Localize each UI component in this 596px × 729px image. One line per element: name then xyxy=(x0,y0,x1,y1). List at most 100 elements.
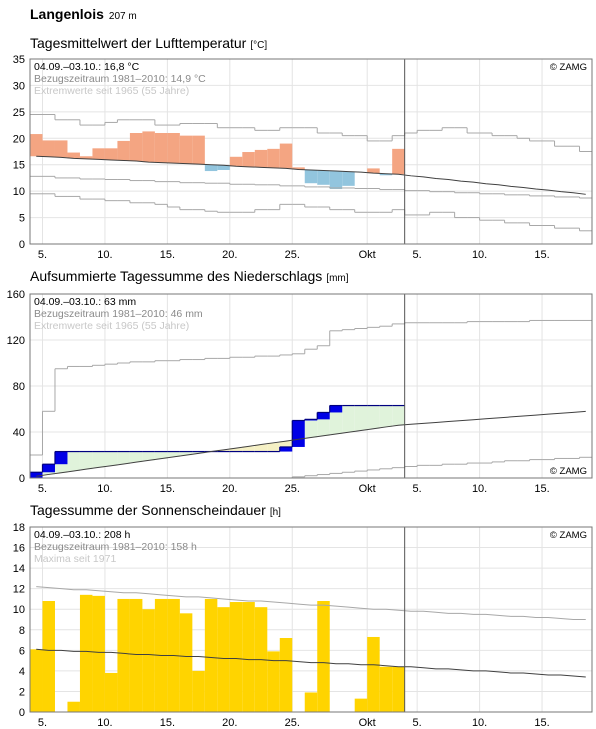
chart-title: Aufsummierte Tagessumme des Niederschlag… xyxy=(30,268,349,284)
x-tick-label: 20. xyxy=(222,483,237,495)
y-tick-label: 12 xyxy=(13,584,25,596)
anomaly-bar xyxy=(267,148,280,168)
chart-title: Tagessumme der Sonnenscheindauer [h] xyxy=(30,502,281,518)
y-tick-label: 2 xyxy=(19,686,25,698)
difference-fill xyxy=(342,405,355,433)
bar xyxy=(229,602,243,712)
x-tick-label: 20. xyxy=(222,249,237,261)
y-tick-label: 15 xyxy=(13,160,25,172)
anomaly-bar xyxy=(204,164,218,172)
anomaly-bar xyxy=(317,170,330,185)
anomaly-bar xyxy=(192,135,205,165)
anomaly-bar xyxy=(329,171,343,190)
anomaly-bar xyxy=(30,134,43,157)
y-tick-label: 18 xyxy=(13,522,25,534)
difference-fill xyxy=(167,451,180,457)
bar xyxy=(354,698,368,712)
anomaly-bar xyxy=(142,131,155,163)
y-tick-label: 0 xyxy=(19,473,25,485)
info-note: Extremwerte seit 1965 (55 Jahre) xyxy=(34,85,189,97)
difference-fill xyxy=(179,451,193,456)
bar xyxy=(79,594,93,712)
difference-fill xyxy=(267,442,280,452)
difference-fill xyxy=(129,451,143,463)
y-tick-label: 120 xyxy=(7,335,25,347)
bar xyxy=(179,613,193,712)
anomaly-bar xyxy=(392,148,405,175)
y-tick-label: 16 xyxy=(13,543,25,555)
anomaly-bar xyxy=(129,133,143,162)
x-tick-label: 10. xyxy=(97,483,112,495)
x-tick-label: 5. xyxy=(38,717,47,729)
info-note: Extremwerte seit 1965 (55 Jahre) xyxy=(34,320,189,332)
anomaly-bar xyxy=(254,149,268,168)
bar xyxy=(267,651,280,712)
anomaly-bar xyxy=(104,148,118,160)
x-tick-label: 25. xyxy=(285,717,300,729)
plot-frame xyxy=(29,526,593,713)
x-tick-label: 15. xyxy=(160,483,175,495)
chart-unit: [mm] xyxy=(326,273,348,284)
anomaly-bar xyxy=(54,140,68,158)
y-tick-label: 25 xyxy=(13,107,25,119)
bar xyxy=(217,607,230,712)
difference-fill xyxy=(392,405,405,426)
bar xyxy=(104,672,118,712)
station-name: Langenlois xyxy=(30,6,104,22)
x-tick-label: 5. xyxy=(38,483,47,495)
increase-block xyxy=(317,412,330,420)
difference-fill xyxy=(279,441,293,447)
anomaly-bar xyxy=(42,140,55,157)
increase-block xyxy=(42,464,55,473)
anomaly-bar xyxy=(67,152,80,159)
anomaly-bar xyxy=(242,152,255,167)
plot-frame xyxy=(29,58,593,245)
chart-unit: [h] xyxy=(270,507,281,518)
anomaly-bar xyxy=(179,135,193,164)
info-note: 04.09.–03.10.: 208 h xyxy=(34,529,130,541)
increase-block xyxy=(54,451,68,465)
x-tick-label: 10. xyxy=(472,249,487,261)
y-tick-label: 30 xyxy=(13,80,25,92)
credit: © ZAMG xyxy=(550,466,587,477)
reference-line xyxy=(36,586,586,620)
x-tick-label: 25. xyxy=(285,483,300,495)
y-tick-label: 8 xyxy=(19,625,25,637)
info-note: Bezugszeitraum 1981–2010: 14,9 °C xyxy=(34,73,206,85)
difference-fill xyxy=(329,405,343,434)
increase-block xyxy=(279,446,293,452)
difference-fill xyxy=(217,449,230,452)
difference-fill xyxy=(192,451,205,454)
anomaly-bar xyxy=(92,148,105,160)
anomaly-bar xyxy=(304,170,318,184)
anomaly-bar xyxy=(367,168,380,174)
reference-line xyxy=(36,155,586,195)
anomaly-bar xyxy=(229,156,243,167)
x-tick-label: 5. xyxy=(413,717,422,729)
difference-fill xyxy=(67,451,80,471)
bar xyxy=(379,666,393,712)
anomaly-bar xyxy=(154,133,168,163)
bar xyxy=(30,649,43,712)
x-tick-label: 10. xyxy=(97,717,112,729)
anomaly-bar xyxy=(342,171,355,186)
difference-fill xyxy=(354,405,368,431)
bar xyxy=(367,636,380,712)
anomaly-bar xyxy=(292,167,305,170)
difference-fill xyxy=(254,444,268,452)
reference-line xyxy=(36,410,586,477)
bar xyxy=(317,601,330,712)
x-tick-label: 15. xyxy=(534,483,549,495)
bar xyxy=(392,666,405,712)
anomaly-bar xyxy=(217,165,230,170)
y-tick-label: 10 xyxy=(13,604,25,616)
x-tick-label: 15. xyxy=(160,717,175,729)
difference-fill xyxy=(154,451,168,459)
bar xyxy=(92,595,105,712)
chart-title-text: Tagesmittelwert der Lufttemperatur xyxy=(30,35,247,51)
plot-frame xyxy=(29,293,593,479)
y-tick-label: 40 xyxy=(13,427,25,439)
difference-fill xyxy=(104,451,118,466)
increase-block xyxy=(30,472,43,478)
difference-fill xyxy=(242,446,255,452)
